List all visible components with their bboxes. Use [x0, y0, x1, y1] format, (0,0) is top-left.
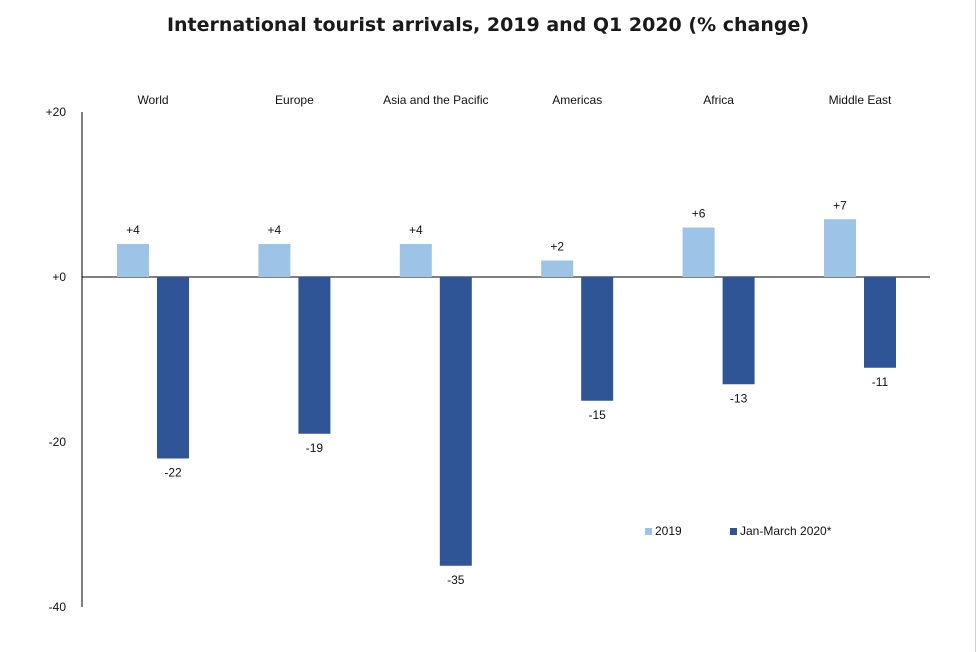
bar-2019	[682, 227, 715, 277]
data-label: -11	[872, 375, 889, 389]
data-label: +4	[409, 223, 423, 237]
data-label: -19	[306, 441, 324, 455]
data-label: +4	[268, 223, 282, 237]
data-label: +7	[833, 198, 847, 212]
bar-2019	[824, 219, 856, 277]
legend-swatch	[645, 528, 652, 535]
legend-swatch	[730, 528, 737, 535]
bar-2020	[298, 277, 331, 434]
category-labels: World Europe Asia and the Pacific Americas A…	[137, 93, 892, 107]
data-label: -35	[447, 573, 465, 587]
y-tick-label: -20	[49, 435, 67, 449]
category-label: Americas	[552, 93, 602, 107]
legend: 2019 Jan-March 2020*	[645, 524, 832, 538]
category-label: Asia and the Pacific	[383, 93, 488, 107]
category-label: Africa	[703, 93, 734, 107]
category-label: Middle East	[829, 93, 892, 107]
bar-2020	[439, 277, 472, 566]
bar-2020	[722, 277, 755, 385]
bar-2020	[864, 277, 896, 368]
y-tick-labels: +20 +0 -20 -40	[46, 105, 67, 614]
legend-label: Jan-March 2020*	[740, 524, 832, 538]
bar-2019	[541, 260, 574, 277]
category-label: World	[137, 93, 168, 107]
data-labels: +4 +4 +4 +2 +6 +7 -22 -19 -35 -15 -13 -11	[126, 198, 888, 587]
bar-2020	[581, 277, 614, 401]
data-label: -22	[164, 466, 182, 480]
axes	[81, 112, 930, 607]
y-tick-label: +0	[52, 270, 66, 284]
bar-2019	[117, 244, 149, 277]
bar-2019	[399, 244, 432, 277]
legend-label: 2019	[655, 524, 682, 538]
chart-title: International tourist arrivals, 2019 and…	[166, 14, 810, 36]
data-label: -15	[589, 408, 607, 422]
y-tick-label: -40	[49, 600, 67, 614]
data-label: +4	[126, 223, 140, 237]
data-label: +2	[550, 240, 564, 254]
category-label: Europe	[275, 93, 314, 107]
frame-border	[975, 0, 976, 652]
bar-2019	[258, 244, 291, 277]
data-label: -13	[730, 391, 748, 405]
bars	[117, 219, 896, 566]
data-label: +6	[692, 207, 706, 221]
y-tick-label: +20	[46, 105, 67, 119]
bar-2020	[157, 277, 189, 459]
